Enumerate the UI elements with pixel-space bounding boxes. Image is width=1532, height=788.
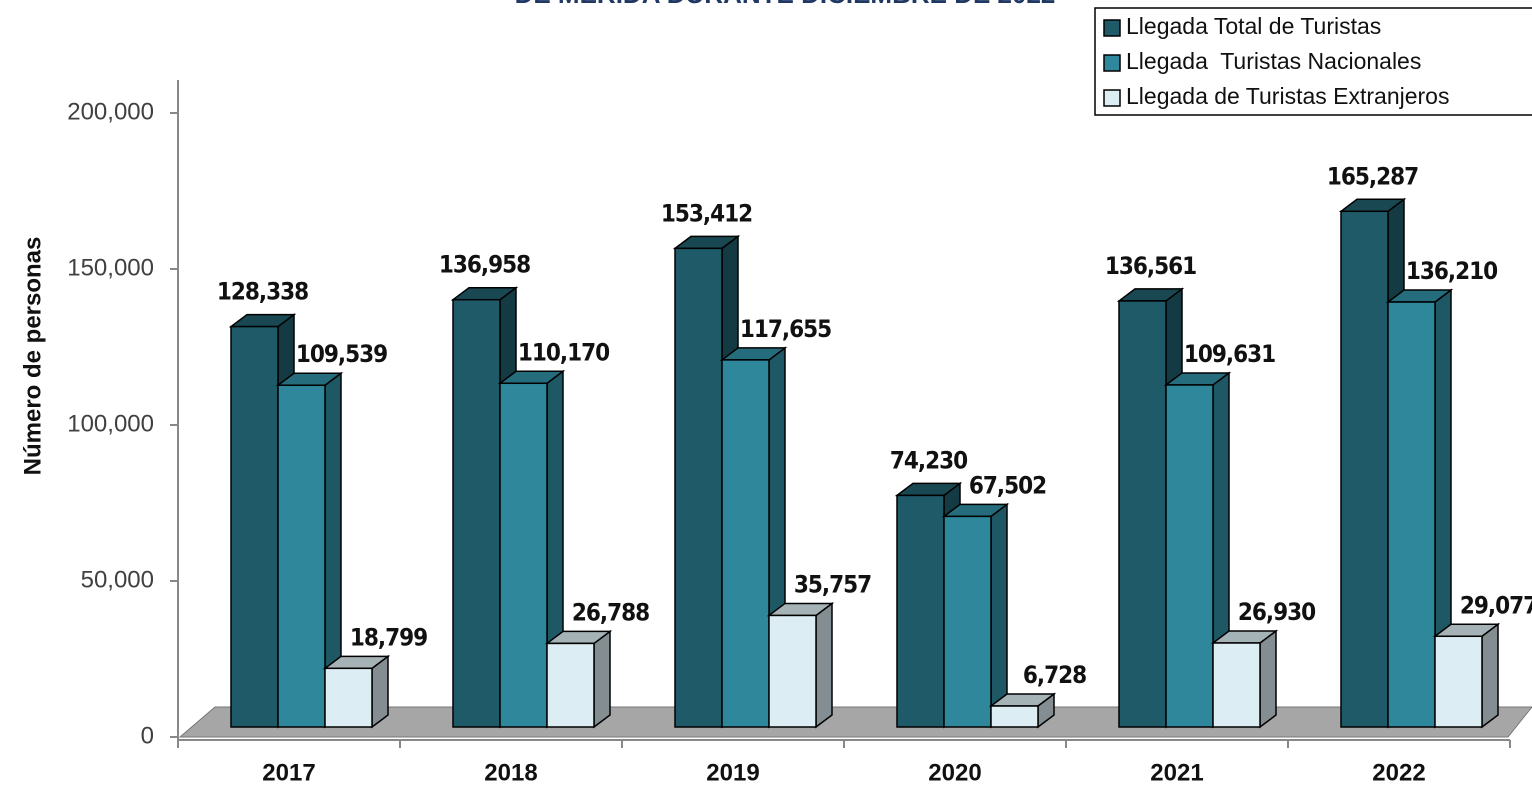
bar: [452, 298, 501, 728]
bar: [1340, 210, 1389, 728]
bar-side: [593, 629, 611, 729]
data-label: 26,930: [1238, 598, 1315, 626]
legend-swatch: [1103, 19, 1121, 37]
legend-label: Llegada Turistas Nacionales: [1126, 48, 1421, 74]
bar-side: [1481, 622, 1499, 729]
x-tick-label: 2017: [262, 759, 315, 786]
bar-side: [1259, 629, 1277, 729]
bar: [768, 614, 817, 728]
legend-label: Llegada Total de Turistas: [1126, 13, 1381, 39]
legend-swatch: [1103, 89, 1121, 107]
data-label: 67,502: [969, 471, 1046, 499]
bar: [1212, 642, 1261, 728]
bar: [1434, 635, 1483, 728]
bar-side: [990, 502, 1008, 729]
data-label: 26,788: [572, 598, 649, 626]
bar: [230, 325, 279, 728]
y-axis-label: Número de personas: [19, 237, 46, 476]
bar-side: [815, 601, 833, 729]
x-tick-label: 2021: [1150, 759, 1203, 786]
x-tick-label: 2022: [1372, 759, 1425, 786]
data-label: 18,799: [350, 623, 427, 651]
data-label: 109,539: [296, 340, 387, 368]
bar: [1165, 384, 1214, 728]
bar: [277, 384, 326, 728]
legend-label: Llegada de Turistas Extranjeros: [1126, 83, 1449, 109]
legend-swatch: [1103, 54, 1121, 72]
data-label: 136,561: [1105, 252, 1196, 280]
y-tick-label: 200,000: [67, 98, 154, 125]
legend: [1094, 7, 1532, 116]
bar: [546, 642, 595, 728]
bar: [721, 359, 770, 728]
data-label: 117,655: [740, 315, 831, 343]
bar: [499, 382, 548, 728]
data-label: 136,958: [439, 251, 530, 279]
bar: [990, 705, 1039, 728]
x-tick-label: 2020: [928, 759, 981, 786]
y-tick-label: 50,000: [81, 566, 154, 593]
data-label: 153,412: [661, 199, 752, 227]
data-label: 35,757: [794, 570, 871, 598]
data-label: 6,728: [1023, 661, 1086, 689]
chart-title: DE MÉRIDA DURANTE DICIEMBRE DE 2022: [515, 0, 1056, 9]
y-tick-label: 100,000: [67, 410, 154, 437]
data-label: 109,631: [1184, 340, 1275, 368]
data-label: 165,287: [1327, 162, 1418, 190]
bar: [943, 515, 992, 728]
bar: [1387, 301, 1436, 728]
x-tick-label: 2018: [484, 759, 537, 786]
data-label: 29,077: [1460, 591, 1532, 619]
bar: [1118, 300, 1167, 728]
data-label: 74,230: [890, 446, 967, 474]
y-tick-label: 0: [141, 722, 154, 749]
bar: [896, 494, 945, 728]
bar: [674, 247, 723, 728]
x-tick-label: 2019: [706, 759, 759, 786]
data-label: 110,170: [518, 338, 609, 366]
data-label: 128,338: [217, 278, 308, 306]
y-tick-label: 150,000: [67, 254, 154, 281]
bar: [324, 667, 373, 728]
data-label: 136,210: [1406, 257, 1497, 285]
